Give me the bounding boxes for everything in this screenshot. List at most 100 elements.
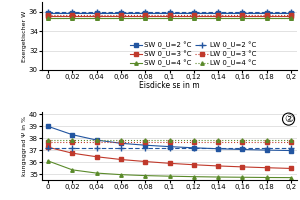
SW 0_U=3 °C [265, 167, 268, 169]
LW 0_U=4 °C [119, 139, 123, 142]
LW 0_U=3 °C [241, 140, 244, 143]
Line: SW 0_U=3 °C: SW 0_U=3 °C [46, 14, 293, 17]
LW 0_U=4 °C [216, 16, 220, 19]
LW 0_U=4 °C [143, 139, 147, 142]
SW 0_U=4 °C [265, 176, 268, 179]
SW 0_U=4 °C [289, 17, 293, 20]
SW 0_U=4 °C [143, 17, 147, 20]
Text: ②: ② [284, 114, 293, 124]
LW 0_U=4 °C [265, 139, 268, 142]
LW 0_U=2 °C [289, 147, 293, 149]
LW 0_U=3 °C [168, 13, 171, 16]
SW 0_U=2 °C [46, 125, 50, 128]
SW 0_U=4 °C [192, 17, 196, 20]
SW 0_U=2 °C [95, 11, 98, 14]
SW 0_U=4 °C [216, 17, 220, 20]
SW 0_U=4 °C [70, 169, 74, 171]
SW 0_U=3 °C [119, 158, 123, 161]
SW 0_U=3 °C [216, 14, 220, 17]
Line: LW 0_U=2 °C: LW 0_U=2 °C [45, 9, 294, 14]
SW 0_U=2 °C [289, 149, 293, 152]
Line: SW 0_U=4 °C: SW 0_U=4 °C [46, 17, 293, 20]
SW 0_U=3 °C [46, 146, 50, 148]
Line: SW 0_U=2 °C: SW 0_U=2 °C [46, 11, 293, 14]
LW 0_U=3 °C [216, 13, 220, 16]
SW 0_U=2 °C [168, 11, 171, 14]
LW 0_U=2 °C [119, 147, 123, 149]
SW 0_U=4 °C [241, 176, 244, 178]
LW 0_U=2 °C [289, 11, 293, 13]
LW 0_U=3 °C [241, 13, 244, 16]
LW 0_U=2 °C [70, 11, 74, 13]
SW 0_U=3 °C [192, 14, 196, 17]
SW 0_U=2 °C [241, 11, 244, 14]
SW 0_U=3 °C [168, 162, 171, 165]
LW 0_U=3 °C [119, 13, 123, 16]
SW 0_U=2 °C [289, 11, 293, 14]
SW 0_U=4 °C [168, 17, 171, 20]
LW 0_U=2 °C [168, 147, 171, 149]
LW 0_U=4 °C [95, 139, 98, 142]
SW 0_U=4 °C [265, 17, 268, 20]
SW 0_U=3 °C [95, 14, 98, 17]
SW 0_U=4 °C [168, 175, 171, 177]
SW 0_U=4 °C [143, 174, 147, 177]
LW 0_U=4 °C [46, 139, 50, 142]
Legend: SW 0_U=2 °C, SW 0_U=3 °C, SW 0_U=4 °C, LW 0_U=2 °C, LW 0_U=3 °C, LW 0_U=4 °C: SW 0_U=2 °C, SW 0_U=3 °C, SW 0_U=4 °C, L… [127, 39, 259, 70]
LW 0_U=2 °C [143, 147, 147, 149]
LW 0_U=3 °C [265, 13, 268, 16]
LW 0_U=2 °C [46, 11, 50, 13]
SW 0_U=2 °C [192, 11, 196, 14]
SW 0_U=3 °C [241, 166, 244, 168]
LW 0_U=2 °C [95, 11, 98, 13]
LW 0_U=3 °C [289, 140, 293, 143]
SW 0_U=2 °C [143, 11, 147, 14]
SW 0_U=3 °C [70, 14, 74, 17]
LW 0_U=4 °C [192, 139, 196, 142]
LW 0_U=3 °C [46, 13, 50, 16]
SW 0_U=3 °C [143, 160, 147, 163]
LW 0_U=2 °C [265, 147, 268, 149]
LW 0_U=4 °C [70, 139, 74, 142]
SW 0_U=4 °C [119, 173, 123, 176]
LW 0_U=3 °C [216, 140, 220, 143]
LW 0_U=4 °C [168, 139, 171, 142]
LW 0_U=2 °C [143, 11, 147, 13]
SW 0_U=2 °C [216, 148, 220, 150]
SW 0_U=3 °C [216, 165, 220, 167]
SW 0_U=2 °C [143, 144, 147, 146]
LW 0_U=2 °C [95, 147, 98, 149]
LW 0_U=3 °C [119, 140, 123, 143]
SW 0_U=2 °C [119, 11, 123, 14]
SW 0_U=2 °C [168, 145, 171, 148]
LW 0_U=4 °C [265, 16, 268, 19]
Y-axis label: Exergetischer W: Exergetischer W [22, 10, 27, 62]
SW 0_U=3 °C [70, 152, 74, 154]
LW 0_U=2 °C [192, 11, 196, 13]
SW 0_U=2 °C [95, 139, 98, 141]
LW 0_U=2 °C [216, 11, 220, 13]
SW 0_U=2 °C [265, 11, 268, 14]
LW 0_U=2 °C [216, 147, 220, 149]
Line: LW 0_U=4 °C: LW 0_U=4 °C [46, 139, 293, 142]
LW 0_U=4 °C [289, 139, 293, 142]
SW 0_U=4 °C [70, 17, 74, 20]
SW 0_U=3 °C [289, 167, 293, 170]
SW 0_U=2 °C [119, 142, 123, 144]
LW 0_U=3 °C [95, 140, 98, 143]
LW 0_U=3 °C [143, 13, 147, 16]
LW 0_U=4 °C [241, 16, 244, 19]
SW 0_U=2 °C [216, 11, 220, 14]
LW 0_U=2 °C [168, 11, 171, 13]
LW 0_U=4 °C [119, 16, 123, 19]
SW 0_U=3 °C [95, 156, 98, 158]
LW 0_U=2 °C [70, 147, 74, 149]
X-axis label: Eisdicke sᴇ in m: Eisdicke sᴇ in m [139, 81, 200, 90]
LW 0_U=4 °C [289, 16, 293, 19]
SW 0_U=3 °C [46, 14, 50, 17]
Line: SW 0_U=3 °C: SW 0_U=3 °C [46, 145, 293, 170]
LW 0_U=4 °C [95, 16, 98, 19]
SW 0_U=3 °C [143, 14, 147, 17]
Line: SW 0_U=4 °C: SW 0_U=4 °C [46, 159, 293, 179]
LW 0_U=3 °C [95, 13, 98, 16]
